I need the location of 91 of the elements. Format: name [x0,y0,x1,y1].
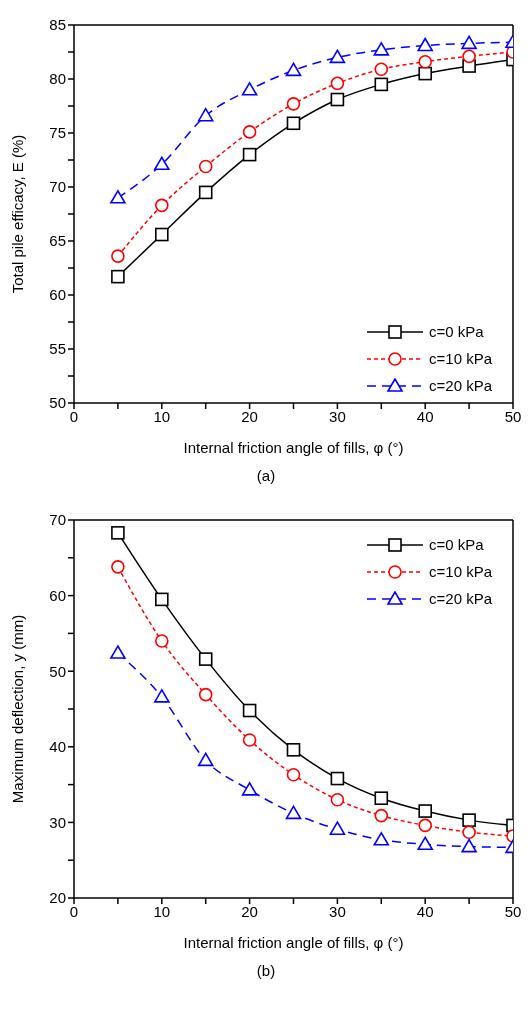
legend-label: c=10 kPa [429,350,492,367]
point [241,82,258,96]
x-tick-label: 50 [504,902,522,920]
point [417,836,433,851]
point [286,97,301,111]
y-tick-label: 70 [49,178,66,196]
x-tick-label: 50 [504,407,522,425]
point [111,560,125,574]
y-tick-label: 50 [49,394,66,412]
x-tick-label: 30 [329,902,346,920]
point [198,159,213,174]
legend-label: c=0 kPa [429,536,484,553]
point [286,116,301,131]
point [242,733,257,747]
x-tick-label: 10 [153,902,171,920]
point [198,652,213,666]
point [374,77,389,92]
x-tick-label: 40 [416,407,434,425]
point [461,35,477,50]
point [462,49,476,64]
point [241,782,258,796]
point [155,198,169,213]
point [197,107,214,122]
point [285,805,302,820]
point [418,818,432,833]
point [418,54,432,69]
point [242,147,257,162]
x-tick-label: 20 [241,407,258,425]
point [110,645,126,659]
text: (b) [255,962,277,979]
point [330,792,345,807]
point [462,813,476,827]
text: (a) [255,467,277,484]
point [374,62,389,77]
point [418,804,432,818]
point [242,125,257,139]
point [242,703,257,718]
point [418,66,432,81]
point [155,634,169,648]
point [155,592,169,607]
y-axis-title: Maximum deflection, y (mm) [9,614,27,804]
point [111,526,125,540]
x-axis-title: Internal friction angle of fills, φ (°) [183,439,404,456]
y-tick-label: 40 [49,738,66,756]
point [155,227,169,242]
y-tick-label: 70 [49,511,66,529]
point [374,791,389,806]
point [197,752,214,767]
point [330,92,345,107]
point [373,831,390,846]
y-axis-title: Total pile efficacy, E (%) [9,134,27,294]
legend-label: c=20 kPa [429,377,492,394]
y-tick-label: 60 [49,586,66,604]
y-tick-label: 30 [49,813,66,831]
point [154,689,170,703]
point [373,42,390,56]
point [110,190,126,204]
y-tick-label: 20 [49,889,66,907]
y-tick-label: 65 [49,232,66,250]
y-tick-label: 85 [49,16,66,34]
point [111,249,125,263]
legend-label: c=0 kPa [429,323,484,340]
point [286,767,301,782]
y-tick-label: 80 [49,70,66,88]
legend-label: c=10 kPa [429,563,492,580]
x-tick-label: 0 [69,407,79,425]
point [461,838,477,853]
point [285,62,302,77]
y-tick-label: 60 [49,286,66,304]
x-tick-label: 0 [69,902,79,920]
point [462,825,476,840]
point [329,821,346,835]
x-tick-label: 30 [329,407,346,425]
point [330,771,345,786]
point [154,156,170,171]
point [198,185,213,200]
x-tick-label: 40 [416,902,434,920]
x-axis-title: Internal friction angle of fills, φ (°) [183,934,404,951]
point [374,808,389,823]
point [329,49,346,64]
point [417,37,433,52]
x-tick-label: 10 [153,407,171,425]
point [330,76,345,91]
point [198,687,213,702]
y-tick-label: 50 [49,662,66,680]
point [111,269,125,284]
x-tick-label: 20 [241,902,258,920]
y-tick-label: 55 [49,340,66,358]
point [286,743,301,757]
legend-label: c=20 kPa [429,590,492,607]
y-tick-label: 75 [49,124,66,142]
